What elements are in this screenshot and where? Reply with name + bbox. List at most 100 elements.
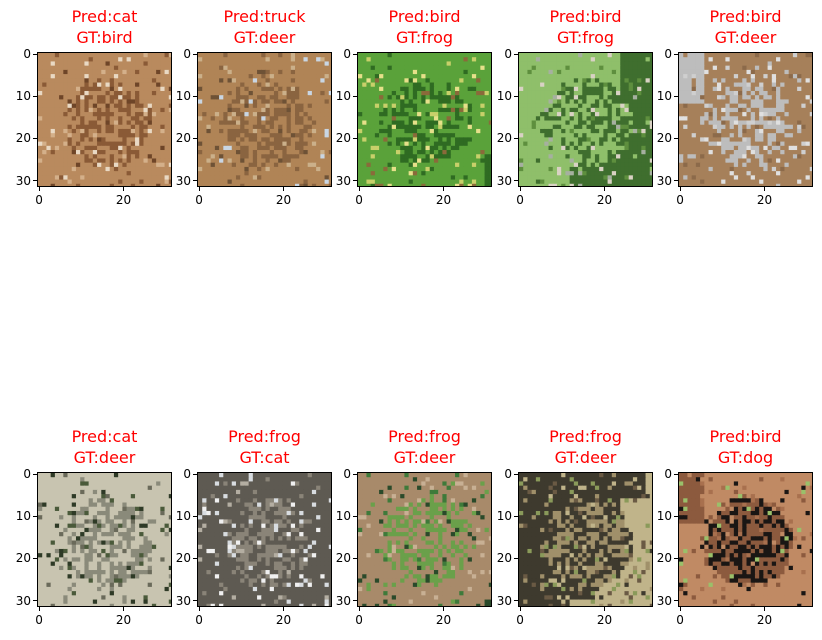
sample-image: [358, 473, 491, 606]
panel-title-gt: GT:bird: [76, 28, 133, 47]
y-tick: [193, 137, 197, 139]
x-tick-label: 20: [115, 613, 132, 627]
y-tick-label: 20: [496, 131, 512, 146]
x-tick: [358, 187, 360, 191]
y-tick-label: 20: [335, 131, 351, 146]
y-tick: [514, 137, 518, 139]
sample-image: [679, 473, 812, 606]
y-tick-label: 20: [656, 131, 672, 146]
y-tick: [193, 180, 197, 182]
panel-title-gt: GT:frog: [395, 28, 454, 47]
panel-title-pred: Pred:cat: [71, 7, 138, 26]
y-tick-label: 10: [496, 509, 512, 524]
y-tick-label: 20: [656, 551, 672, 566]
panel-title-pred: Pred:frog: [228, 427, 301, 446]
x-tick: [198, 187, 200, 191]
sample-image: [679, 53, 812, 186]
x-tick-label: 20: [275, 613, 292, 627]
y-tick-label: 30: [335, 173, 351, 188]
y-tick-label: 30: [15, 593, 31, 608]
image-axes: [678, 52, 813, 187]
y-tick: [353, 95, 357, 97]
y-tick-label: 0: [23, 467, 31, 482]
image-axes: [678, 472, 813, 607]
panel-title-gt: GT:deer: [73, 448, 136, 467]
y-tick: [353, 515, 357, 517]
y-tick-label: 0: [23, 47, 31, 62]
y-tick: [33, 95, 37, 97]
y-tick-label: 10: [15, 89, 31, 104]
sample-image: [38, 473, 171, 606]
y-tick-label: 0: [504, 467, 512, 482]
y-tick: [514, 473, 518, 475]
y-tick-label: 0: [664, 47, 672, 62]
x-tick: [282, 607, 284, 611]
x-tick-label: 20: [756, 193, 773, 207]
y-tick-label: 0: [664, 467, 672, 482]
x-tick: [442, 607, 444, 611]
y-tick: [514, 95, 518, 97]
panel-title-pred: Pred:bird: [549, 7, 622, 26]
y-tick: [674, 180, 678, 182]
x-tick: [763, 607, 765, 611]
x-tick-label: 20: [275, 193, 292, 207]
y-tick-label: 20: [175, 131, 191, 146]
y-tick-label: 30: [335, 593, 351, 608]
x-tick-label: 0: [676, 613, 684, 627]
panel-title-pred: Pred:bird: [709, 7, 782, 26]
image-axes: [357, 52, 492, 187]
x-tick-label: 0: [355, 613, 363, 627]
x-tick: [122, 187, 124, 191]
sample-image: [198, 473, 331, 606]
y-tick: [193, 53, 197, 55]
panel-title-pred: Pred:cat: [71, 427, 138, 446]
y-tick-label: 20: [335, 551, 351, 566]
x-tick-label: 0: [516, 193, 524, 207]
panel-title-pred: Pred:frog: [549, 427, 622, 446]
x-tick: [679, 607, 681, 611]
y-tick-label: 20: [175, 551, 191, 566]
x-tick-label: 0: [355, 193, 363, 207]
y-tick: [353, 53, 357, 55]
y-tick-label: 30: [496, 593, 512, 608]
y-tick: [514, 180, 518, 182]
x-tick-label: 0: [35, 613, 43, 627]
x-tick-label: 0: [195, 193, 203, 207]
sample-image: [38, 53, 171, 186]
image-axes: [518, 52, 653, 187]
y-tick-label: 0: [343, 47, 351, 62]
x-tick: [38, 607, 40, 611]
y-tick: [674, 515, 678, 517]
panel-title-pred: Pred:bird: [709, 427, 782, 446]
x-tick: [519, 187, 521, 191]
y-tick: [193, 515, 197, 517]
x-tick-label: 20: [596, 193, 613, 207]
y-tick: [674, 137, 678, 139]
panel-title-gt: GT:cat: [239, 448, 290, 467]
x-tick: [763, 187, 765, 191]
x-tick-label: 20: [596, 613, 613, 627]
y-tick: [514, 600, 518, 602]
panel-title-gt: GT:deer: [554, 448, 617, 467]
y-tick-label: 20: [496, 551, 512, 566]
x-tick: [358, 607, 360, 611]
y-tick: [674, 95, 678, 97]
x-tick-label: 20: [435, 613, 452, 627]
y-tick-label: 30: [175, 173, 191, 188]
y-tick: [674, 557, 678, 559]
y-tick-label: 10: [175, 509, 191, 524]
y-tick: [514, 53, 518, 55]
y-tick: [674, 473, 678, 475]
image-axes: [37, 52, 172, 187]
y-tick-label: 20: [15, 551, 31, 566]
y-tick-label: 0: [343, 467, 351, 482]
y-tick-label: 10: [335, 89, 351, 104]
y-tick: [33, 180, 37, 182]
y-tick: [193, 473, 197, 475]
x-tick-label: 0: [35, 193, 43, 207]
x-tick-label: 0: [195, 613, 203, 627]
x-tick: [198, 607, 200, 611]
y-tick: [33, 600, 37, 602]
y-tick: [353, 180, 357, 182]
panel-title-gt: GT:deer: [393, 448, 456, 467]
